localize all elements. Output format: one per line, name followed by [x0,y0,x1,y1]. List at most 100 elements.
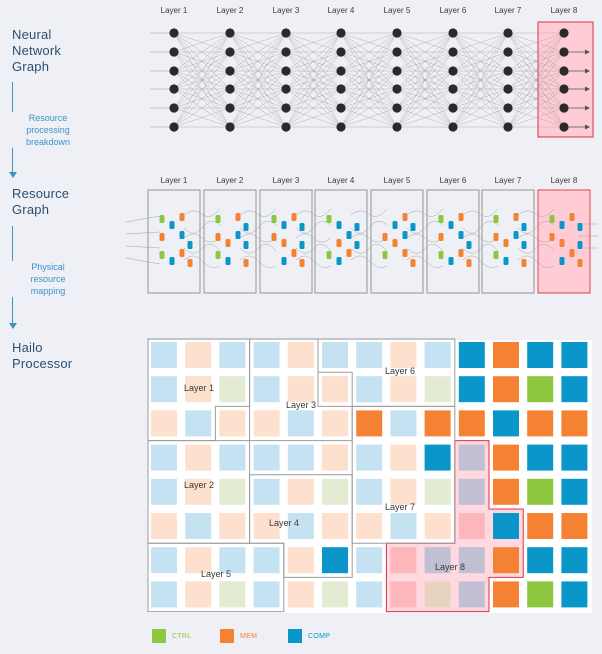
processor-cell-ctrl [219,478,246,505]
resource-node-comp [299,241,305,249]
nn-edge [396,51,454,72]
nn-edge [285,51,342,128]
hailo-processor-grid: Layer 1 Layer 2 Layer 3 Layer 4 Layer 5 Layer… [147,338,592,613]
resource-node-comp [281,257,287,265]
nn-neuron [281,103,291,113]
resource-node-comp [243,223,249,231]
processor-cell-comp [458,376,485,403]
nn-neuron [448,66,458,76]
processor-cell-comp [458,342,485,368]
nn-edge [396,32,454,72]
nn-edge [285,32,342,90]
nn-edge [452,51,509,128]
nn-neuron [503,28,513,38]
nn-neuron [503,66,513,76]
processor-cell-mem [151,513,177,539]
nn-edge [173,32,231,128]
processor-cell-comp [253,581,280,608]
resource-node-comp [169,257,175,265]
nn-neuron [559,47,569,57]
resource-node-comp [513,231,519,239]
nn-neuron [503,122,513,132]
processor-cell-comp [356,581,383,608]
nn-neuron [392,122,402,132]
processor-cell-comp [561,478,588,505]
nn-neuron [503,84,513,94]
resource-node-comp [243,241,249,249]
processor-cell-comp [356,376,383,403]
processor-cell-mem [390,342,417,368]
processor-cell-mem [424,513,451,539]
resource-node-ctrl [438,215,444,223]
nn-edge [452,32,509,128]
nn-neuron [225,28,235,38]
nn-neuron [559,103,569,113]
nn-edge [229,32,287,109]
processor-cell-mem [287,581,314,608]
nn-neuron [392,66,402,76]
nn-edge [285,51,342,72]
processor-cell-comp [287,513,314,539]
processor-cell-comp [356,547,383,574]
processor-cell-comp [527,342,554,368]
nn-layer-label: Layer 2 [217,6,244,15]
nn-edge [340,32,398,90]
resource-node-mem [235,213,241,221]
resource-node-mem [458,249,464,257]
processor-cell-comp [253,342,280,368]
resource-node-mem [215,233,221,241]
legend-mem: MEM [220,629,257,643]
resource-layer-box [203,189,257,294]
resource-layer-box [370,189,424,294]
processor-cell-ctrl [219,581,246,608]
processor-cell-mem [356,410,383,437]
resource-layer-box [481,189,535,294]
nn-edge [229,32,287,128]
processor-region-label: Layer 4 [269,518,299,528]
processor-cell-comp [356,478,383,505]
processor-cell-mem [527,513,554,539]
nn-output-arrow-icon [585,86,590,92]
processor-cell-mem [219,410,246,437]
processor-cell-ctrl [424,581,451,608]
resource-node-mem [243,259,249,267]
processor-cell-comp [185,410,212,437]
nn-edge [229,32,287,72]
nn-edge [340,88,398,128]
resource-edge [350,244,388,254]
resource-edge [406,208,444,217]
stage-title-resource-graph: Resource Graph [12,186,70,217]
resource-edge [239,208,277,217]
processor-region-label: Layer 2 [184,480,214,490]
nn-edge [507,51,565,128]
nn-neuron [392,84,402,94]
processor-cell-comp [356,444,383,471]
resource-layer-label: Layer 6 [440,176,467,185]
resource-node-mem [438,233,444,241]
nn-edge [173,88,231,109]
nn-edge [396,107,454,128]
resource-layer-label: Layer 5 [384,176,411,185]
nn-output-arrow-icon [585,105,590,111]
nn-edge [285,32,342,72]
nn-neuron [336,122,346,132]
resource-input-edge [125,257,161,265]
nn-neuron [392,28,402,38]
resource-layer-box [147,189,201,294]
processor-cell-mem [356,513,383,539]
resource-node-mem [410,259,416,267]
resource-node-mem [402,249,408,257]
resource-edge [295,233,332,243]
resource-node-comp [402,231,408,239]
resource-node-comp [448,257,454,265]
resource-edge [462,208,499,217]
processor-cell-comp [493,410,519,437]
resource-edge [517,221,555,234]
nn-edge [396,88,454,128]
nn-edge [340,51,398,128]
nn-edge [452,70,509,128]
nn-neuron [559,28,569,38]
processor-cell-mem [390,376,417,403]
processor-cell-mem [185,581,212,608]
resource-node-mem [179,213,185,221]
